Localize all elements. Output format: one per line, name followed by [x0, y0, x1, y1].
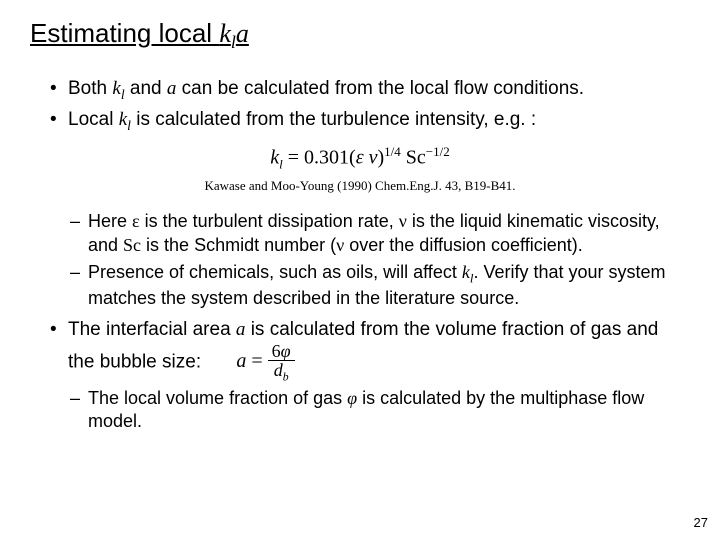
b3-pre: The interfacial area	[68, 319, 236, 340]
slide-title: Estimating local kla	[30, 18, 690, 53]
s1-pre: Here	[88, 211, 132, 231]
sub-bullet-2: Presence of chemicals, such as oils, wil…	[70, 261, 690, 310]
sub-bullet-3: The local volume fraction of gas φ is ca…	[70, 387, 690, 433]
s1-nu: ν	[399, 211, 407, 231]
sub-bullet-list-2: The local volume fraction of gas φ is ca…	[30, 387, 690, 433]
eq1-eps: ε	[356, 146, 364, 168]
s1-sc: Sc	[123, 235, 141, 255]
eq2-lhs: a	[236, 350, 246, 372]
bullet-2: Local kl is calculated from the turbulen…	[50, 108, 690, 134]
title-prefix: Estimating local	[30, 18, 219, 48]
eq2-numc: 6	[272, 341, 281, 361]
b1-a: a	[167, 78, 177, 99]
eq2-dens: b	[283, 371, 289, 384]
b1-mid: and	[125, 78, 167, 99]
eq1-k: k	[270, 146, 279, 168]
s1-m1: is the turbulent dissipation rate,	[140, 211, 399, 231]
s1-m3: is the Schmidt number (	[141, 235, 336, 255]
s2-k: k	[462, 262, 470, 282]
citation: Kawase and Moo-Young (1990) Chem.Eng.J. …	[30, 178, 690, 194]
b2-post: is calculated from the turbulence intens…	[131, 109, 536, 130]
eq1-exp2: −1/2	[426, 144, 450, 159]
bullet-list: Both kl and a can be calculated from the…	[30, 77, 690, 134]
b1-k: k	[112, 78, 120, 99]
b1-post: can be calculated from the local flow co…	[176, 78, 584, 99]
s2-pre: Presence of chemicals, such as oils, wil…	[88, 262, 462, 282]
title-a: a	[236, 19, 249, 48]
sub-bullet-1: Here ε is the turbulent dissipation rate…	[70, 210, 690, 256]
eq1-exp1: 1/4	[384, 144, 401, 159]
title-k: k	[219, 19, 231, 48]
bullet-3: The interfacial area a is calculated fro…	[50, 318, 690, 384]
b2-k: k	[119, 109, 127, 130]
eq2-frac: 6φdb	[268, 342, 295, 383]
s1-eps: ε	[132, 211, 140, 231]
bullet-list-2: The interfacial area a is calculated fro…	[30, 318, 690, 384]
equation-2: a = 6φdb	[236, 350, 294, 372]
eq1-coef: 0.301	[304, 146, 349, 168]
s3-phi: φ	[347, 388, 357, 408]
equation-1: kl = 0.301(ε ν)1/4 Sc−1/2	[30, 144, 690, 173]
s3-pre: The local volume fraction of gas	[88, 388, 347, 408]
b2-pre: Local	[68, 109, 119, 130]
b1-pre: Both	[68, 78, 112, 99]
eq1-eq: =	[283, 146, 304, 168]
eq2-nump: φ	[281, 341, 291, 361]
eq2-eq: =	[246, 350, 267, 372]
eq1-nu: ν	[364, 146, 378, 168]
bullet-1: Both kl and a can be calculated from the…	[50, 77, 690, 103]
page-number: 27	[694, 515, 708, 530]
s1-post: over the diffusion coefficient).	[344, 235, 582, 255]
sub-bullet-list-1: Here ε is the turbulent dissipation rate…	[30, 210, 690, 309]
eq1-lp: (	[349, 146, 356, 168]
b3-a: a	[236, 319, 246, 340]
eq2-dend: d	[274, 360, 283, 380]
eq1-sc: Sc	[401, 146, 426, 168]
